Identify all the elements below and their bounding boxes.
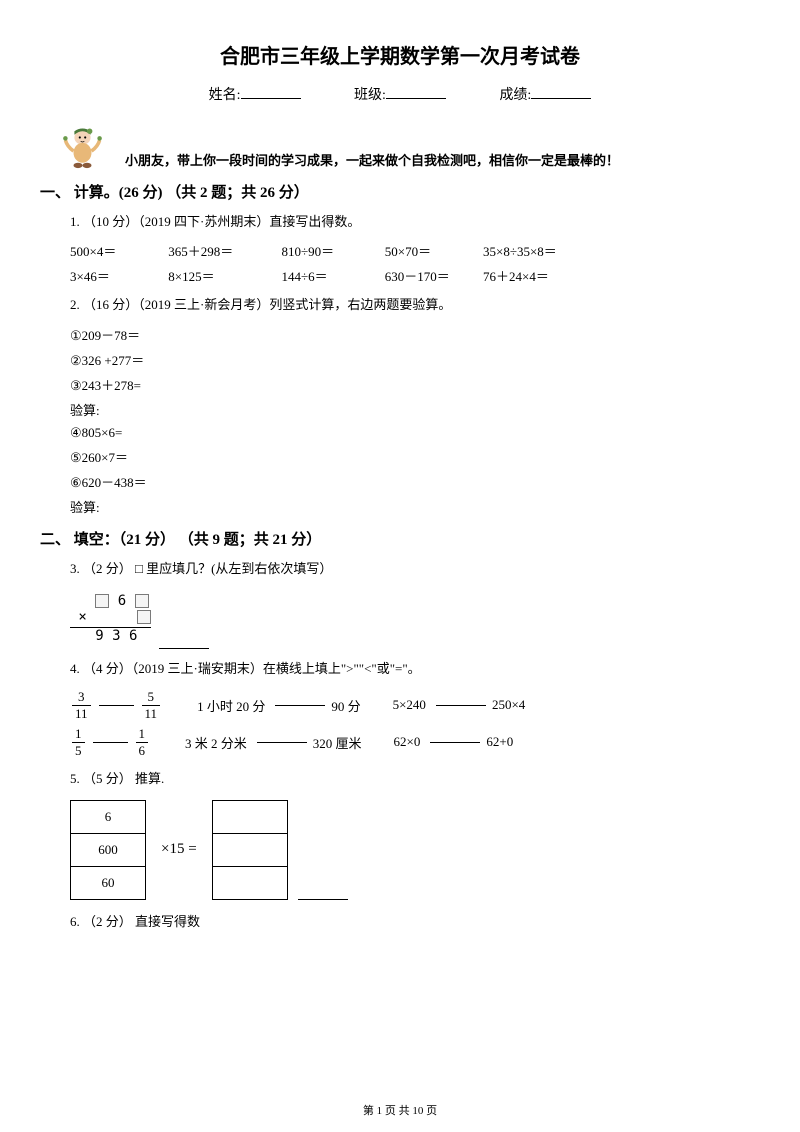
q3-intro: 3. （2 分） □ 里应填几？(从左到右依次填写）: [70, 557, 730, 580]
child-icon: [60, 124, 105, 169]
q2-check1: 验算:: [70, 400, 730, 419]
score-label: 成绩:: [499, 88, 531, 103]
q2-item2: ②326 +277＝: [70, 350, 730, 369]
name-blank[interactable]: [241, 98, 301, 99]
q2-check2: 验算:: [70, 497, 730, 516]
q5-table-calc: 6 600 60 ×15 =: [70, 800, 730, 900]
student-info-row: 姓名: 班级: 成绩:: [70, 84, 730, 104]
class-label: 班级:: [354, 88, 386, 103]
q4-row1: 311 511 1 小时 20 分 90 分 5×240 250×4: [70, 689, 730, 722]
q2-item5: ⑤260×7＝: [70, 447, 730, 466]
q1-intro: 1. （10 分）（2019 四下·苏州期末）直接写出得数。: [70, 210, 730, 233]
q2-item1: ①209－78＝: [70, 325, 730, 344]
section2-header: 二、 填空：（21 分） （共 9 题；共 21 分）: [40, 528, 730, 549]
q3-answer-blank[interactable]: [159, 648, 209, 649]
score-blank[interactable]: [531, 98, 591, 99]
q5-blank[interactable]: [298, 899, 348, 900]
encouragement-row: 小朋友，带上你一段时间的学习成果，一起来做个自我检测吧，相信你一定是最棒的！: [70, 124, 730, 169]
q5-intro: 5. （5 分） 推算.: [70, 767, 730, 790]
page-footer: 第 1 页 共 10 页: [0, 1102, 800, 1118]
q2-intro: 2. （16 分）（2019 三上·新会月考）列竖式计算，右边两题要验算。: [70, 293, 730, 316]
section1-header: 一、 计算。(26 分) （共 2 题；共 26 分）: [40, 181, 730, 202]
q5-operator: ×15 =: [161, 841, 197, 858]
q2-item3: ③243＋278=: [70, 375, 730, 394]
q6-intro: 6. （2 分） 直接写得数: [70, 910, 730, 933]
q1-row1: 500×4＝ 365＋298＝ 810÷90＝ 50×70＝ 35×8÷35×8…: [70, 241, 730, 260]
q5-left-table: 6 600 60: [70, 800, 146, 900]
q5-right-table[interactable]: [212, 800, 288, 900]
exam-title: 合肥市三年级上学期数学第一次月考试卷: [70, 40, 730, 69]
name-label: 姓名:: [209, 88, 241, 103]
q1-row2: 3×46＝ 8×125＝ 144÷6＝ 630－170＝ 76＋24×4＝: [70, 266, 730, 285]
q4-row2: 15 16 3 米 2 分米 320 厘米 62×0 62+0: [70, 726, 730, 759]
encouragement-text: 小朋友，带上你一段时间的学习成果，一起来做个自我检测吧，相信你一定是最棒的！: [125, 150, 730, 169]
q2-item6: ⑥620－438＝: [70, 472, 730, 491]
q2-item4: ④805×6=: [70, 425, 730, 441]
class-blank[interactable]: [386, 98, 446, 99]
q4-intro: 4. （4 分）（2019 三上·瑞安期末）在横线上填上">""<"或"="。: [70, 657, 730, 680]
q3-multiplication: 6 × 9 3 6: [70, 593, 151, 644]
